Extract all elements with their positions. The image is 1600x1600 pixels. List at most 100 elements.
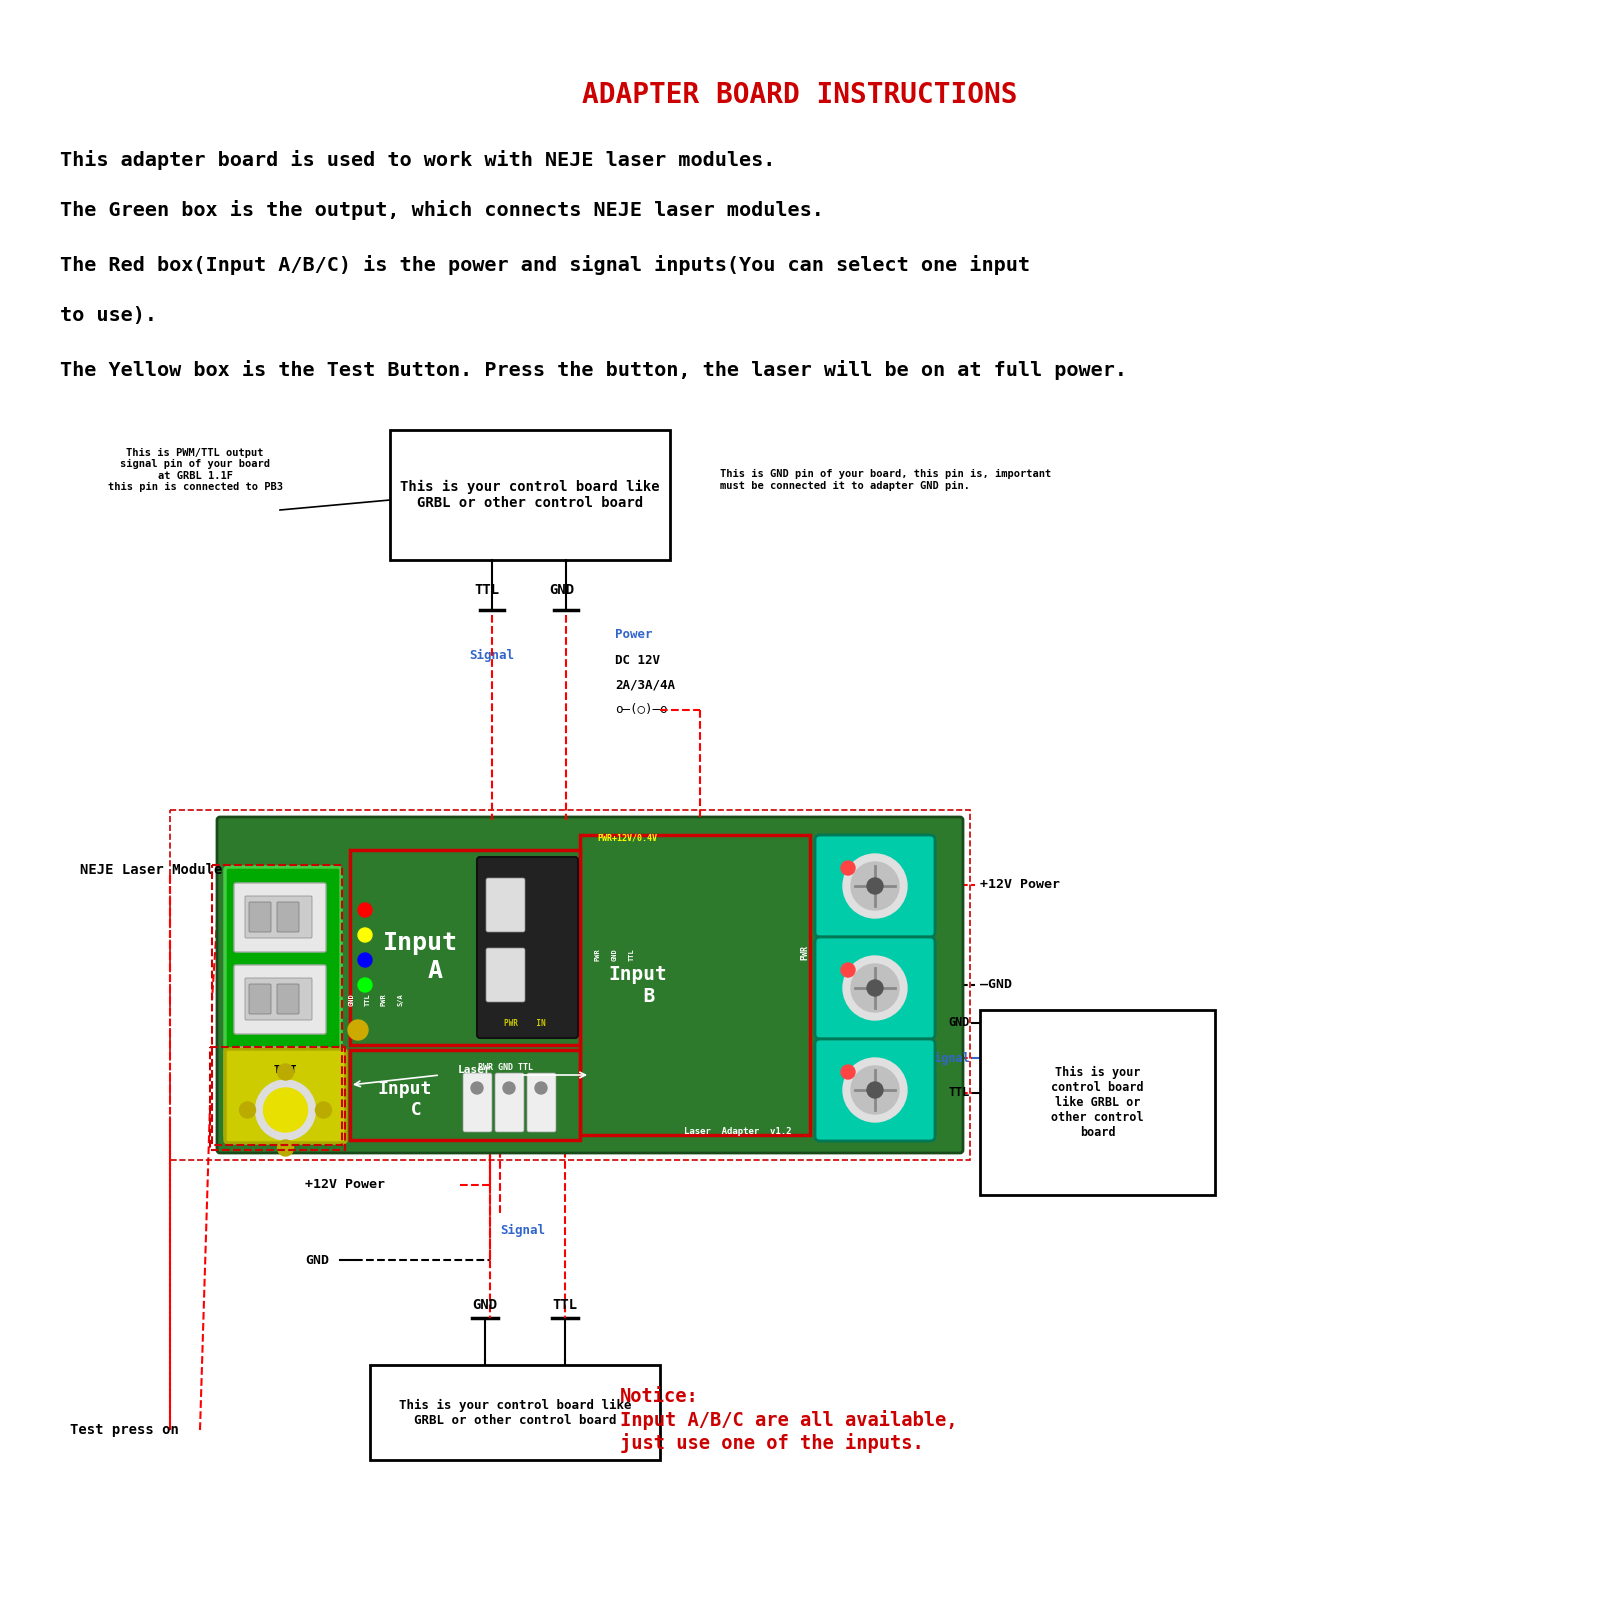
Text: 2A/3A/4A: 2A/3A/4A <box>614 678 675 691</box>
Text: GND: GND <box>611 949 618 962</box>
Circle shape <box>315 1102 331 1118</box>
Text: The Green box is the output, which connects NEJE laser modules.: The Green box is the output, which conne… <box>61 200 824 219</box>
Text: PWR: PWR <box>381 994 387 1006</box>
Text: TEST: TEST <box>274 1066 298 1075</box>
Text: Signal: Signal <box>499 1224 546 1237</box>
FancyBboxPatch shape <box>814 835 934 938</box>
Circle shape <box>534 1082 547 1094</box>
Circle shape <box>277 1139 293 1155</box>
Circle shape <box>358 954 371 966</box>
Circle shape <box>842 963 854 978</box>
Text: ADAPTER BOARD INSTRUCTIONS: ADAPTER BOARD INSTRUCTIONS <box>582 82 1018 109</box>
Text: This is your
control board
like GRBL or
other control
board: This is your control board like GRBL or … <box>1051 1066 1144 1139</box>
FancyBboxPatch shape <box>218 818 963 1154</box>
FancyBboxPatch shape <box>234 883 326 952</box>
FancyBboxPatch shape <box>234 1046 326 1117</box>
FancyBboxPatch shape <box>245 1059 312 1102</box>
Text: Laser  Adapter  v1.2: Laser Adapter v1.2 <box>685 1128 792 1136</box>
Text: Laser: Laser <box>458 1066 491 1075</box>
FancyBboxPatch shape <box>462 1074 493 1133</box>
Text: PWR GND TTL: PWR GND TTL <box>477 1064 533 1072</box>
Text: GND: GND <box>349 994 355 1006</box>
Circle shape <box>256 1080 315 1139</box>
FancyBboxPatch shape <box>486 947 525 1002</box>
Text: Input
  C: Input C <box>378 1080 432 1118</box>
Text: TTL: TTL <box>552 1298 578 1312</box>
Text: This is PWM/TTL output
signal pin of your board
at GRBL 1.1F
this pin is connect: This is PWM/TTL output signal pin of you… <box>107 448 283 493</box>
FancyBboxPatch shape <box>226 867 341 1138</box>
FancyBboxPatch shape <box>390 430 670 560</box>
Text: o—(○)—o: o—(○)—o <box>614 704 667 717</box>
Circle shape <box>470 1082 483 1094</box>
FancyBboxPatch shape <box>477 858 578 1038</box>
Text: Signal: Signal <box>928 1051 970 1064</box>
Text: TTL: TTL <box>949 1086 970 1099</box>
FancyBboxPatch shape <box>250 1066 270 1096</box>
FancyBboxPatch shape <box>245 896 312 938</box>
Text: This is your control board like
GRBL or other control board: This is your control board like GRBL or … <box>398 1398 632 1427</box>
Text: This adapter board is used to work with NEJE laser modules.: This adapter board is used to work with … <box>61 150 776 170</box>
Text: TTL: TTL <box>475 582 499 597</box>
FancyBboxPatch shape <box>814 1038 934 1141</box>
Circle shape <box>264 1088 307 1133</box>
FancyBboxPatch shape <box>526 1074 557 1133</box>
Circle shape <box>240 1102 256 1118</box>
Text: to use).: to use). <box>61 306 157 325</box>
Circle shape <box>843 854 907 918</box>
Text: S/A: S/A <box>397 994 403 1006</box>
FancyBboxPatch shape <box>486 878 525 931</box>
Circle shape <box>358 902 371 917</box>
FancyBboxPatch shape <box>277 902 299 931</box>
Text: The Yellow box is the Test Button. Press the button, the laser will be on at ful: The Yellow box is the Test Button. Press… <box>61 360 1126 379</box>
FancyBboxPatch shape <box>277 984 299 1014</box>
Circle shape <box>358 978 371 992</box>
FancyBboxPatch shape <box>494 1074 525 1133</box>
Circle shape <box>502 1082 515 1094</box>
FancyBboxPatch shape <box>370 1365 661 1459</box>
Text: DC 12V: DC 12V <box>614 653 661 667</box>
Circle shape <box>867 1082 883 1098</box>
Circle shape <box>842 861 854 875</box>
Circle shape <box>867 878 883 894</box>
Text: Input
  B: Input B <box>608 965 667 1005</box>
Circle shape <box>842 1066 854 1078</box>
Text: PWR+12V/0.4V: PWR+12V/0.4V <box>597 834 658 843</box>
FancyBboxPatch shape <box>979 1010 1214 1195</box>
Circle shape <box>349 1021 368 1040</box>
Text: Power: Power <box>614 629 653 642</box>
FancyBboxPatch shape <box>234 965 326 1034</box>
Text: –GND: –GND <box>979 979 1013 992</box>
FancyBboxPatch shape <box>250 902 270 931</box>
Text: GND: GND <box>472 1298 498 1312</box>
Circle shape <box>867 979 883 995</box>
Circle shape <box>851 963 899 1013</box>
Text: Test press on: Test press on <box>70 1422 179 1437</box>
Text: This is GND pin of your board, this pin is, important
must be connected it to ad: This is GND pin of your board, this pin … <box>720 469 1051 491</box>
Text: GND: GND <box>306 1253 330 1267</box>
Text: Notice:
Input A/B/C are all available,
just use one of the inputs.: Notice: Input A/B/C are all available, j… <box>621 1387 957 1453</box>
Text: PWR: PWR <box>800 944 810 960</box>
Text: +12V Power: +12V Power <box>306 1179 386 1192</box>
Text: This is your control board like
GRBL or other control board: This is your control board like GRBL or … <box>400 480 659 510</box>
Circle shape <box>843 955 907 1021</box>
Circle shape <box>851 862 899 910</box>
Circle shape <box>843 1058 907 1122</box>
FancyBboxPatch shape <box>245 978 312 1021</box>
Text: TTL: TTL <box>629 949 635 962</box>
Text: GND: GND <box>949 1016 970 1029</box>
Text: Input
  A: Input A <box>382 931 458 982</box>
Text: GND: GND <box>549 582 574 597</box>
Text: TTL: TTL <box>365 994 371 1006</box>
Circle shape <box>358 928 371 942</box>
Text: PWR: PWR <box>595 949 602 962</box>
Text: NEJE Laser Module: NEJE Laser Module <box>80 862 222 877</box>
FancyBboxPatch shape <box>277 1066 299 1096</box>
FancyBboxPatch shape <box>250 984 270 1014</box>
Text: PWR    IN: PWR IN <box>504 1019 546 1027</box>
Text: Signal: Signal <box>469 648 515 661</box>
Circle shape <box>851 1066 899 1114</box>
Text: The Red box(Input A/B/C) is the power and signal inputs(You can select one input: The Red box(Input A/B/C) is the power an… <box>61 254 1030 275</box>
FancyBboxPatch shape <box>226 1050 346 1142</box>
Circle shape <box>277 1064 293 1080</box>
Text: +12V Power: +12V Power <box>979 878 1059 891</box>
